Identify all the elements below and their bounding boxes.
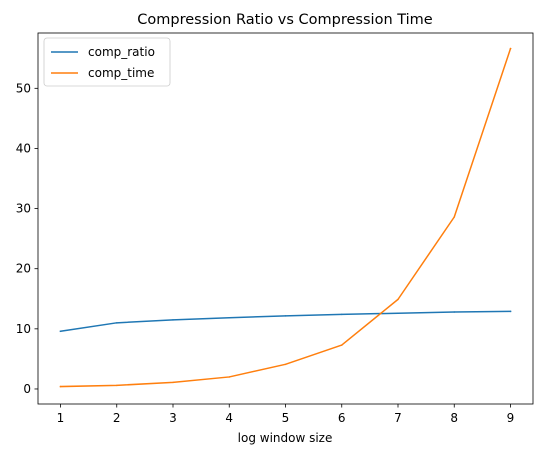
y-tick-label: 40	[16, 141, 31, 155]
y-tick-label: 0	[23, 382, 31, 396]
x-tick-label: 9	[507, 411, 515, 425]
x-axis-ticks: 1 2 3 4 5 6 7 8 9	[57, 404, 515, 425]
y-tick-label: 30	[16, 202, 31, 216]
x-tick-label: 6	[338, 411, 346, 425]
y-axis-ticks: 0 10 20 30 40 50	[16, 81, 38, 396]
data-point-comp-ratio	[341, 314, 343, 316]
data-point-comp-ratio	[510, 311, 512, 313]
data-point-comp-time	[60, 386, 62, 388]
data-point-comp-time	[397, 299, 399, 301]
data-point-comp-ratio	[172, 319, 174, 321]
data-point-comp-ratio	[229, 317, 231, 319]
y-tick-label: 20	[16, 262, 31, 276]
data-point-comp-time	[454, 216, 456, 218]
data-point-comp-ratio	[454, 311, 456, 313]
data-point-comp-ratio	[60, 330, 62, 332]
legend: comp_ratio comp_time	[44, 38, 170, 86]
x-tick-label: 2	[113, 411, 121, 425]
legend-label-comp-time: comp_time	[88, 66, 154, 80]
y-tick-label: 50	[16, 81, 31, 95]
data-point-comp-time	[341, 344, 343, 346]
x-tick-label: 1	[57, 411, 65, 425]
data-point-comp-ratio	[397, 312, 399, 314]
data-point-comp-time	[510, 48, 512, 50]
data-point-comp-time	[172, 382, 174, 384]
x-tick-label: 3	[169, 411, 177, 425]
x-tick-label: 7	[394, 411, 402, 425]
chart-title: Compression Ratio vs Compression Time	[137, 12, 433, 28]
x-tick-label: 4	[225, 411, 233, 425]
data-point-comp-time	[229, 376, 231, 378]
data-point-comp-ratio	[116, 322, 118, 324]
data-point-comp-time	[116, 385, 118, 387]
x-tick-label: 5	[282, 411, 290, 425]
x-tick-label: 8	[450, 411, 458, 425]
y-tick-label: 10	[16, 322, 31, 336]
plot-area	[38, 33, 533, 404]
legend-label-comp-ratio: comp_ratio	[88, 45, 155, 59]
data-point-comp-time	[285, 364, 287, 366]
data-point-comp-ratio	[285, 315, 287, 317]
x-axis-label: log window size	[238, 431, 333, 445]
